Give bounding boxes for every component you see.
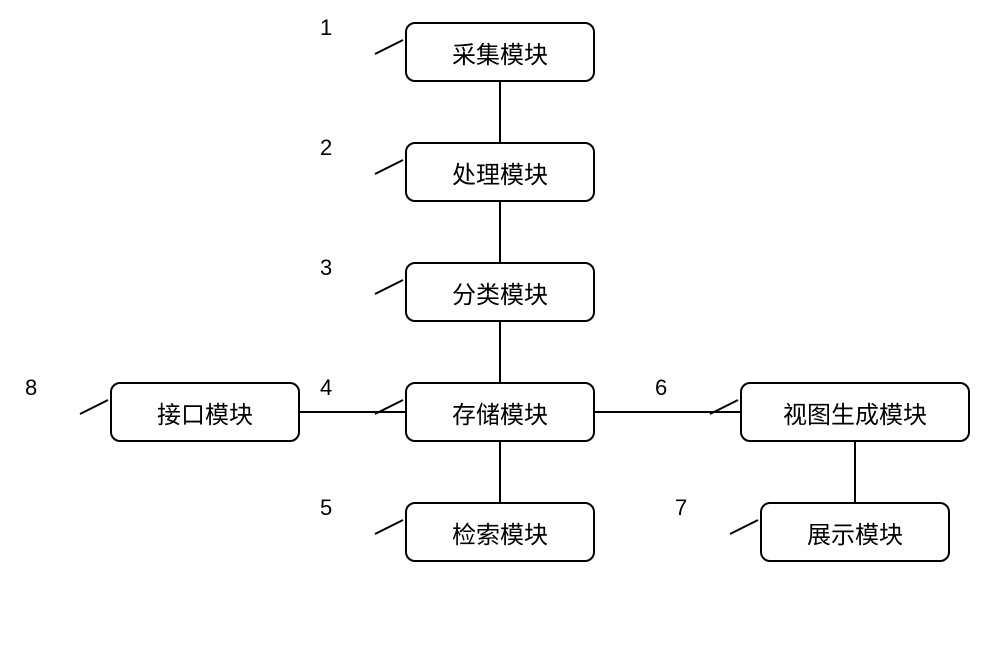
node-classify: 分类模块 — [405, 262, 595, 322]
leader-tick-icon — [375, 400, 403, 414]
ref-number: 3 — [320, 255, 332, 281]
ref-number: 6 — [655, 375, 667, 401]
node-label: 检索模块 — [452, 515, 548, 550]
node-interface: 接口模块 — [110, 382, 300, 442]
node-label: 采集模块 — [452, 35, 548, 70]
node-search: 检索模块 — [405, 502, 595, 562]
node-label: 展示模块 — [807, 515, 903, 550]
ref-number: 5 — [320, 495, 332, 521]
diagram-canvas: 采集模块 处理模块 分类模块 存储模块 检索模块 视图生成模块 展示模块 接口模… — [0, 0, 1000, 645]
node-label: 分类模块 — [452, 275, 548, 310]
node-label: 接口模块 — [157, 395, 253, 430]
ref-number: 8 — [25, 375, 37, 401]
node-display: 展示模块 — [760, 502, 950, 562]
node-label: 处理模块 — [452, 155, 548, 190]
ref-number: 1 — [320, 15, 332, 41]
ref-number: 7 — [675, 495, 687, 521]
ref-number: 2 — [320, 135, 332, 161]
leader-tick-icon — [375, 40, 403, 54]
leader-tick-icon — [710, 400, 738, 414]
leader-tick-icon — [375, 280, 403, 294]
ref-number: 4 — [320, 375, 332, 401]
node-collect: 采集模块 — [405, 22, 595, 82]
node-label: 视图生成模块 — [783, 395, 927, 430]
leader-tick-icon — [375, 160, 403, 174]
leader-tick-icon — [375, 520, 403, 534]
node-process: 处理模块 — [405, 142, 595, 202]
node-viewgen: 视图生成模块 — [740, 382, 970, 442]
node-store: 存储模块 — [405, 382, 595, 442]
node-label: 存储模块 — [452, 395, 548, 430]
leader-tick-icon — [730, 520, 758, 534]
leader-tick-icon — [80, 400, 108, 414]
